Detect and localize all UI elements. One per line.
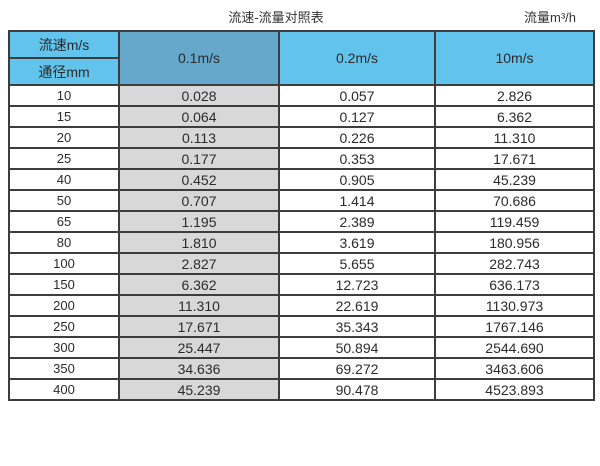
diameter-cell: 20	[8, 126, 120, 149]
flow-value-cell: 0.028	[118, 84, 280, 107]
diameter-cell: 300	[8, 336, 120, 359]
flow-value-cell: 11.310	[118, 294, 280, 317]
flow-value-cell: 35.343	[278, 315, 436, 338]
flow-value-cell: 282.743	[434, 252, 595, 275]
flow-value-cell: 69.272	[278, 357, 436, 380]
flow-rate-table: 流速m/s 0.1m/s 0.2m/s 10m/s 通径mm 10 0.028 0.…	[8, 30, 595, 401]
flow-value-cell: 11.310	[434, 126, 595, 149]
diameter-cell: 80	[8, 231, 120, 254]
flow-value-cell: 0.226	[278, 126, 436, 149]
flow-value-cell: 636.173	[434, 273, 595, 296]
table-row: 200 11.310 22.619 1130.973	[8, 294, 595, 317]
flow-value-cell: 25.447	[118, 336, 280, 359]
diameter-cell: 350	[8, 357, 120, 380]
flow-value-cell: 0.353	[278, 147, 436, 170]
flow-value-cell: 180.956	[434, 231, 595, 254]
table-row: 300 25.447 50.894 2544.690	[8, 336, 595, 359]
flow-value-cell: 1130.973	[434, 294, 595, 317]
diameter-cell: 250	[8, 315, 120, 338]
flow-value-cell: 2.827	[118, 252, 280, 275]
table-row: 350 34.636 69.272 3463.606	[8, 357, 595, 380]
diameter-cell: 10	[8, 84, 120, 107]
diameter-cell: 50	[8, 189, 120, 212]
flow-value-cell: 22.619	[278, 294, 436, 317]
table-row: 400 45.239 90.478 4523.893	[8, 378, 595, 401]
flow-value-cell: 4523.893	[434, 378, 595, 401]
flow-value-cell: 17.671	[118, 315, 280, 338]
flow-value-cell: 5.655	[278, 252, 436, 275]
table-row: 15 0.064 0.127 6.362	[8, 105, 595, 128]
table-row: 10 0.028 0.057 2.826	[8, 84, 595, 107]
table-row: 100 2.827 5.655 282.743	[8, 252, 595, 275]
flow-value-cell: 50.894	[278, 336, 436, 359]
flow-value-cell: 45.239	[118, 378, 280, 401]
table-row: 20 0.113 0.226 11.310	[8, 126, 595, 149]
flow-value-cell: 0.057	[278, 84, 436, 107]
diameter-cell: 40	[8, 168, 120, 191]
flow-value-cell: 0.905	[278, 168, 436, 191]
table-row: 25 0.177 0.353 17.671	[8, 147, 595, 170]
caption-row: 流速-流量对照表 流量m³/h	[0, 0, 600, 30]
page: 流速-流量对照表 流量m³/h 流速m/s 0.1m/s 0.2m/s 10m/…	[0, 0, 600, 401]
flow-value-cell: 70.686	[434, 189, 595, 212]
header-velocity-label: 流速m/s	[8, 30, 120, 59]
header-col-10ms: 10m/s	[434, 30, 595, 86]
flow-unit-label: 流量m³/h	[523, 10, 576, 25]
flow-value-cell: 17.671	[434, 147, 595, 170]
flow-value-cell: 1.810	[118, 231, 280, 254]
table-row: 150 6.362 12.723 636.173	[8, 273, 595, 296]
header-col-0-2ms: 0.2m/s	[278, 30, 436, 86]
flow-value-cell: 1.414	[278, 189, 436, 212]
table-header: 流速m/s 0.1m/s 0.2m/s 10m/s 通径mm	[8, 30, 595, 86]
header-diameter-label: 通径mm	[8, 57, 120, 86]
diameter-cell: 150	[8, 273, 120, 296]
flow-value-cell: 0.452	[118, 168, 280, 191]
flow-value-cell: 0.113	[118, 126, 280, 149]
table-row: 80 1.810 3.619 180.956	[8, 231, 595, 254]
page-title: 流速-流量对照表	[228, 10, 324, 25]
header-col-0-1ms: 0.1m/s	[118, 30, 280, 86]
diameter-cell: 65	[8, 210, 120, 233]
flow-value-cell: 0.177	[118, 147, 280, 170]
flow-value-cell: 6.362	[434, 105, 595, 128]
flow-value-cell: 119.459	[434, 210, 595, 233]
flow-value-cell: 0.064	[118, 105, 280, 128]
table-row: 40 0.452 0.905 45.239	[8, 168, 595, 191]
table-body: 10 0.028 0.057 2.826 15 0.064 0.127 6.362 20 0.11…	[8, 84, 595, 401]
flow-value-cell: 0.127	[278, 105, 436, 128]
flow-value-cell: 1.195	[118, 210, 280, 233]
flow-value-cell: 45.239	[434, 168, 595, 191]
diameter-cell: 400	[8, 378, 120, 401]
diameter-cell: 100	[8, 252, 120, 275]
flow-value-cell: 2544.690	[434, 336, 595, 359]
header-row-top: 流速m/s 0.1m/s 0.2m/s 10m/s	[8, 30, 595, 86]
flow-value-cell: 34.636	[118, 357, 280, 380]
diameter-cell: 25	[8, 147, 120, 170]
diameter-cell: 15	[8, 105, 120, 128]
flow-value-cell: 90.478	[278, 378, 436, 401]
flow-value-cell: 2.389	[278, 210, 436, 233]
flow-value-cell: 1767.146	[434, 315, 595, 338]
table-row: 65 1.195 2.389 119.459	[8, 210, 595, 233]
flow-value-cell: 0.707	[118, 189, 280, 212]
table-row: 250 17.671 35.343 1767.146	[8, 315, 595, 338]
header-row-bottom: 通径mm	[8, 57, 594, 86]
flow-value-cell: 12.723	[278, 273, 436, 296]
flow-value-cell: 2.826	[434, 84, 595, 107]
diameter-cell: 200	[8, 294, 120, 317]
flow-value-cell: 3.619	[278, 231, 436, 254]
table-row: 50 0.707 1.414 70.686	[8, 189, 595, 212]
flow-value-cell: 6.362	[118, 273, 280, 296]
flow-value-cell: 3463.606	[434, 357, 595, 380]
